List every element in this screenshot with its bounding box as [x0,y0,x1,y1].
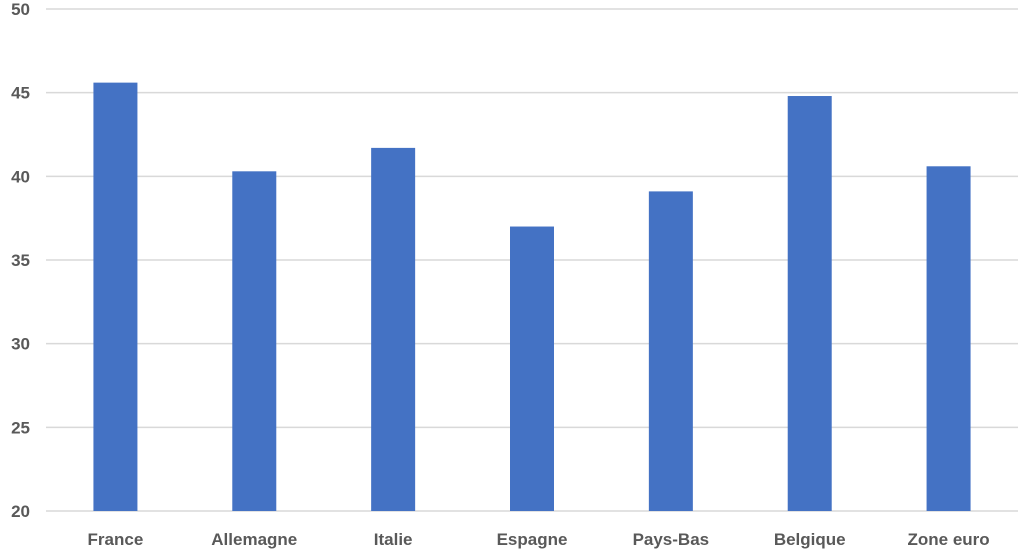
x-tick-label: Italie [374,530,413,549]
bar-italie [371,147,416,512]
bar-pays-bas [648,191,693,512]
y-tick-label: 35 [11,251,30,270]
x-tick-label: Belgique [774,530,846,549]
x-tick-label: France [88,530,144,549]
y-tick-label: 25 [11,418,30,437]
bar-allemagne [232,171,277,511]
y-tick-label: 20 [11,502,30,521]
bar-zone-euro [926,166,971,511]
y-tick-label: 50 [11,0,30,19]
y-tick-label: 45 [11,84,30,103]
y-tick-label: 40 [11,167,30,186]
bars [93,82,971,512]
bar-france [93,82,138,512]
x-axis-tick-labels: France Allemagne Italie Espagne Pays-Bas Belg… [88,530,990,549]
bar-espagne [510,226,554,512]
bar-belgique [787,96,832,511]
x-tick-label: Espagne [497,530,568,549]
x-tick-label: Pays-Bas [633,530,710,549]
y-tick-label: 30 [11,335,30,354]
x-tick-label: Allemagne [211,530,297,549]
y-axis-tick-labels: 20 25 30 35 40 45 50 [11,0,30,521]
x-tick-label: Zone euro [907,530,989,549]
